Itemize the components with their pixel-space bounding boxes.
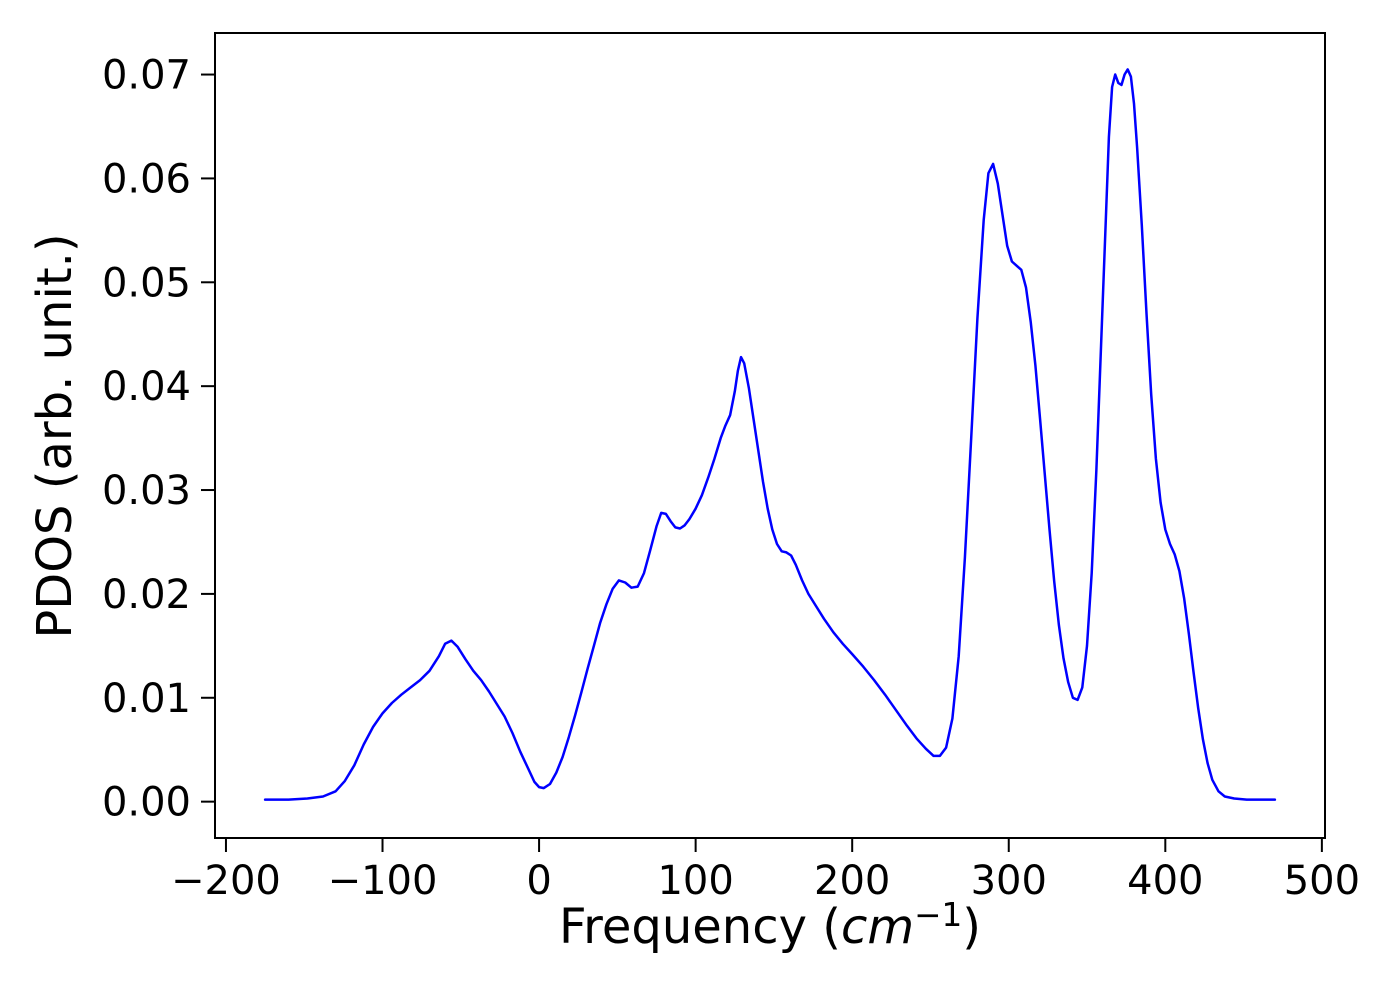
- x-axis-label-exponent: −1: [914, 896, 963, 934]
- plot-spines: [214, 32, 1326, 839]
- pdos-line: [263, 68, 1277, 801]
- x-tick-label: 300: [971, 858, 1047, 904]
- x-axis-label: Frequency (cm−1): [215, 896, 1325, 955]
- x-axis-label-suffix: ): [962, 899, 981, 955]
- x-tick-label: 500: [1284, 858, 1360, 904]
- x-tick-label: 200: [814, 858, 890, 904]
- x-tick-label: −100: [328, 858, 438, 904]
- y-tick-label: 0.02: [102, 572, 191, 618]
- x-axis-label-prefix: Frequency (: [559, 899, 841, 955]
- x-tick-label: 400: [1127, 858, 1203, 904]
- y-tick-label: 0.00: [102, 780, 191, 826]
- y-axis-label-text: PDOS (arb. unit.): [27, 233, 83, 639]
- y-axis-label: PDOS (arb. unit.): [27, 233, 83, 638]
- x-tick-label: 0: [526, 858, 551, 904]
- y-tick-label: 0.01: [102, 676, 191, 722]
- y-tick-label: 0.03: [102, 468, 191, 514]
- x-tick-label: −200: [171, 858, 281, 904]
- x-tick-label: 100: [657, 858, 733, 904]
- x-axis-label-unit: cm: [840, 899, 915, 955]
- y-tick-label: 0.04: [102, 364, 191, 410]
- y-tick-label: 0.06: [102, 156, 191, 202]
- y-tick-label: 0.07: [102, 53, 191, 99]
- y-tick-label: 0.05: [102, 260, 191, 306]
